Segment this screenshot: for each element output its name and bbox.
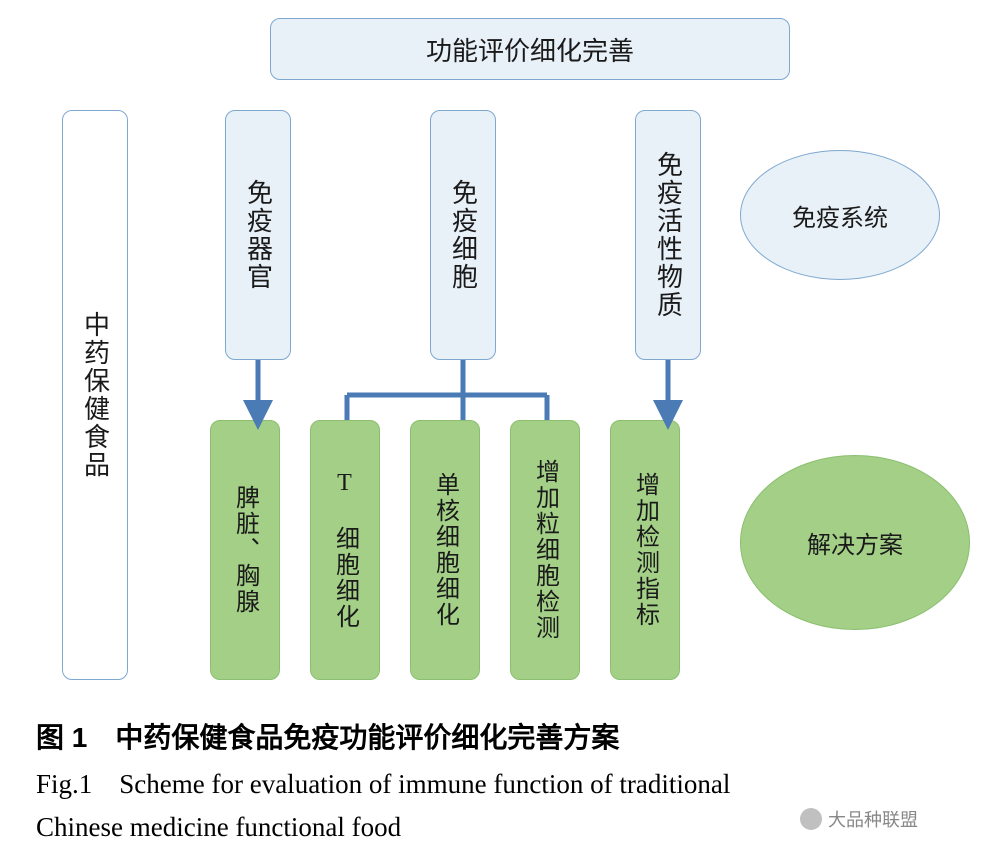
green-vertical-text: 单核细胞细化 bbox=[428, 472, 463, 628]
left-category-box: 中药保健食品 bbox=[62, 110, 128, 680]
watermark: 大品种联盟 bbox=[800, 806, 918, 832]
watermark-text: 大品种联盟 bbox=[828, 806, 918, 832]
diagram-canvas: 功能评价细化完善 中药保健食品 免疫器官 免疫细胞 免疫活性物质 脾脏、胸腺 T 细胞… bbox=[0, 0, 986, 866]
ellipse-text: 免疫系统 bbox=[792, 198, 888, 233]
green-vertical-box: 增加检测指标 bbox=[610, 420, 680, 680]
blue-vertical-text: 免疫器官 bbox=[240, 179, 277, 291]
left-category-text: 中药保健食品 bbox=[77, 311, 114, 479]
blue-vertical-text: 免疫活性物质 bbox=[650, 151, 687, 319]
green-vertical-text: 脾脏、胸腺 bbox=[228, 485, 263, 615]
top-title-box: 功能评价细化完善 bbox=[270, 18, 790, 80]
blue-vertical-box: 免疫活性物质 bbox=[635, 110, 701, 360]
ellipse-box: 解决方案 bbox=[740, 455, 970, 630]
green-vertical-box: 增加粒细胞检测 bbox=[510, 420, 580, 680]
caption-english-line2: Chinese medicine functional food bbox=[36, 812, 401, 843]
green-vertical-box: 脾脏、胸腺 bbox=[210, 420, 280, 680]
caption-english-line1: Fig.1 Scheme for evaluation of immune fu… bbox=[36, 762, 730, 801]
top-title-text: 功能评价细化完善 bbox=[426, 31, 634, 68]
green-vertical-text: 增加粒细胞检测 bbox=[528, 459, 563, 641]
watermark-icon bbox=[800, 808, 822, 830]
caption-chinese: 图 1 中药保健食品免疫功能评价细化完善方案 bbox=[36, 716, 619, 756]
ellipse-box: 免疫系统 bbox=[740, 150, 940, 280]
blue-vertical-box: 免疫器官 bbox=[225, 110, 291, 360]
green-vertical-box: 单核细胞细化 bbox=[410, 420, 480, 680]
green-vertical-box: T 细胞细化 bbox=[310, 420, 380, 680]
blue-vertical-box: 免疫细胞 bbox=[430, 110, 496, 360]
blue-vertical-text: 免疫细胞 bbox=[445, 179, 482, 291]
green-vertical-text: 增加检测指标 bbox=[628, 472, 663, 628]
green-vertical-text: T 细胞细化 bbox=[328, 470, 363, 630]
ellipse-text: 解决方案 bbox=[807, 525, 903, 560]
